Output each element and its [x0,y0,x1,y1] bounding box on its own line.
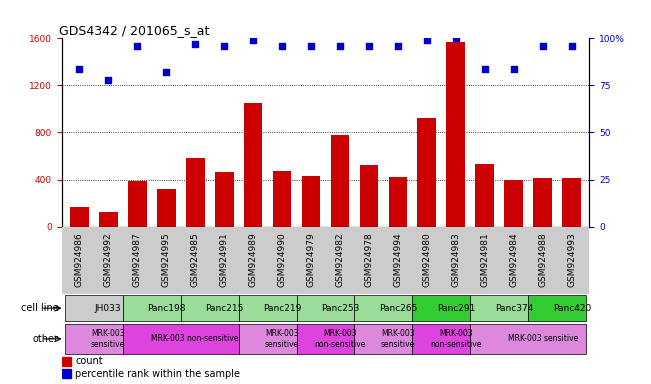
Bar [296,295,355,321]
Bar [355,295,413,321]
Text: MRK-003
sensitive: MRK-003 sensitive [91,329,126,349]
Bar [413,324,471,354]
Text: GSM924993: GSM924993 [567,232,576,287]
Text: cell line: cell line [21,303,59,313]
Point [450,35,461,41]
Bar [70,207,89,227]
Bar [505,180,523,227]
Point [248,37,258,43]
Point [190,41,201,47]
Point [393,43,403,49]
Bar [215,172,234,227]
Bar [238,324,296,354]
Point [566,43,577,49]
Text: JH033: JH033 [95,304,122,313]
Text: MRK-003
non-sensitive: MRK-003 non-sensitive [430,329,482,349]
Text: other: other [33,334,59,344]
Text: MRK-003 non-sensitive: MRK-003 non-sensitive [152,334,239,343]
Point [74,65,85,71]
Bar [359,166,378,227]
Bar [273,171,292,227]
Bar [186,158,204,227]
Text: GSM924983: GSM924983 [451,232,460,287]
Text: Panc253: Panc253 [321,304,359,313]
Point [364,43,374,49]
Bar [64,295,122,321]
Text: GSM924979: GSM924979 [307,232,316,287]
Bar [331,135,350,227]
Point [103,77,113,83]
Text: MRK-003
sensitive: MRK-003 sensitive [265,329,299,349]
Bar [417,118,436,227]
Text: GSM924981: GSM924981 [480,232,490,287]
Text: GSM924988: GSM924988 [538,232,547,287]
Bar [238,295,296,321]
Text: GSM924990: GSM924990 [277,232,286,287]
Bar [296,324,355,354]
Point [480,65,490,71]
Text: GSM924994: GSM924994 [393,232,402,286]
Point [306,43,316,49]
Text: GSM924991: GSM924991 [219,232,229,287]
Bar [447,42,465,227]
Bar [243,103,262,227]
Point [132,43,143,49]
Text: MRK-003
sensitive: MRK-003 sensitive [381,329,415,349]
Text: count: count [75,356,103,366]
Text: GSM924978: GSM924978 [365,232,374,287]
Bar [62,227,589,294]
Bar [301,176,320,227]
Text: GSM924984: GSM924984 [509,232,518,286]
Bar [122,295,180,321]
Bar [562,178,581,227]
Bar [64,324,122,354]
Point [219,43,229,49]
Text: GSM924987: GSM924987 [133,232,142,287]
Text: GSM924989: GSM924989 [249,232,258,287]
Point [277,43,287,49]
Text: GDS4342 / 201065_s_at: GDS4342 / 201065_s_at [59,24,210,37]
Bar [180,295,238,321]
Text: MRK-003
non-sensitive: MRK-003 non-sensitive [314,329,366,349]
Bar [475,164,494,227]
Text: Panc219: Panc219 [263,304,301,313]
Text: GSM924982: GSM924982 [335,232,344,286]
Text: Panc291: Panc291 [437,304,475,313]
Text: GSM924985: GSM924985 [191,232,200,287]
Text: percentile rank within the sample: percentile rank within the sample [75,369,240,379]
Point [335,43,345,49]
Text: Panc215: Panc215 [205,304,243,313]
Text: MRK-003 sensitive: MRK-003 sensitive [508,334,578,343]
Bar [128,181,146,227]
Bar [62,369,72,378]
Text: GSM924986: GSM924986 [75,232,84,287]
Bar [157,189,176,227]
Text: Panc374: Panc374 [495,304,533,313]
Bar [62,357,72,366]
Point [538,43,548,49]
Text: Panc198: Panc198 [147,304,186,313]
Text: GSM924980: GSM924980 [422,232,432,287]
Text: Panc420: Panc420 [553,304,591,313]
Bar [389,177,408,227]
Text: GSM924995: GSM924995 [161,232,171,287]
Bar [471,324,587,354]
Bar [122,324,238,354]
Point [422,37,432,43]
Bar [355,324,413,354]
Bar [99,212,118,227]
Bar [529,295,587,321]
Bar [533,178,552,227]
Bar [413,295,471,321]
Point [161,69,171,75]
Bar [471,295,529,321]
Point [508,65,519,71]
Text: Panc265: Panc265 [379,304,417,313]
Text: GSM924992: GSM924992 [104,232,113,286]
